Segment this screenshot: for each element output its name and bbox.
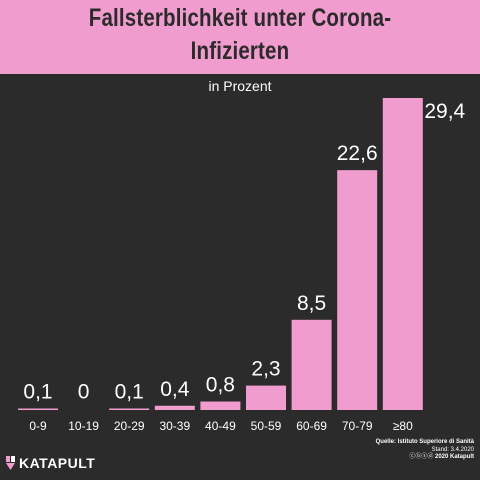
stand-text: Stand: 3.4.2020 — [431, 446, 474, 453]
x-tick-label: 40-49 — [205, 419, 236, 433]
bar-30-39 — [154, 405, 195, 410]
value-label: 2,3 — [251, 358, 280, 381]
value-label: 8,5 — [297, 292, 326, 315]
x-tick-label: 60-69 — [296, 419, 327, 433]
header-band — [0, 0, 480, 74]
x-tick-label: 50-59 — [251, 419, 282, 433]
title-line-2: in Italien nach Altersgruppe — [103, 70, 377, 98]
bar-40-49 — [200, 401, 241, 410]
copyright-line: ⓒⓑⓢⓓ 2020 Katapult — [376, 454, 474, 462]
x-tick-label: 20-29 — [114, 419, 145, 433]
value-label: 0,1 — [23, 381, 52, 404]
katapult-logo-icon — [6, 456, 15, 470]
value-label: 0 — [78, 381, 90, 404]
logo-text: KATAPULT — [19, 455, 96, 471]
value-label: 0,1 — [115, 381, 144, 404]
bar-50-59 — [246, 385, 286, 410]
credits: Quelle: Istituto Superiore di Sanità Sta… — [376, 439, 474, 462]
copyright-text: 2020 Katapult — [434, 454, 474, 460]
value-label: 0,4 — [160, 378, 190, 401]
value-label: 29,4 — [424, 100, 465, 123]
katapult-logo: KATAPULT — [6, 455, 95, 471]
x-tick-label: 70-79 — [342, 419, 373, 433]
x-tick-label: 0-9 — [29, 419, 47, 433]
value-label: 0,8 — [206, 374, 235, 397]
bar-20-29 — [109, 408, 150, 410]
chart-subtitle: in Prozent — [208, 78, 272, 94]
cc-license-icons: ⓒⓑⓢⓓ — [409, 454, 435, 460]
value-label: 22,6 — [337, 142, 378, 165]
bar-70-79 — [337, 170, 378, 410]
title-line-1: Fallsterblichkeit unter Corona-Infiziert… — [88, 4, 392, 65]
x-tick-label: 10-19 — [68, 419, 99, 433]
x-tick-label: 30-39 — [159, 419, 190, 433]
bar-60-69 — [291, 319, 332, 410]
bar-0-9 — [18, 408, 58, 410]
x-tick-label: ≥80 — [393, 419, 413, 433]
bar-≥80 — [382, 98, 423, 410]
chart-title: Fallsterblichkeit unter Corona-Infiziert… — [43, 2, 437, 101]
source-text: Quelle: Istituto Superiore di Sanità — [375, 439, 474, 445]
